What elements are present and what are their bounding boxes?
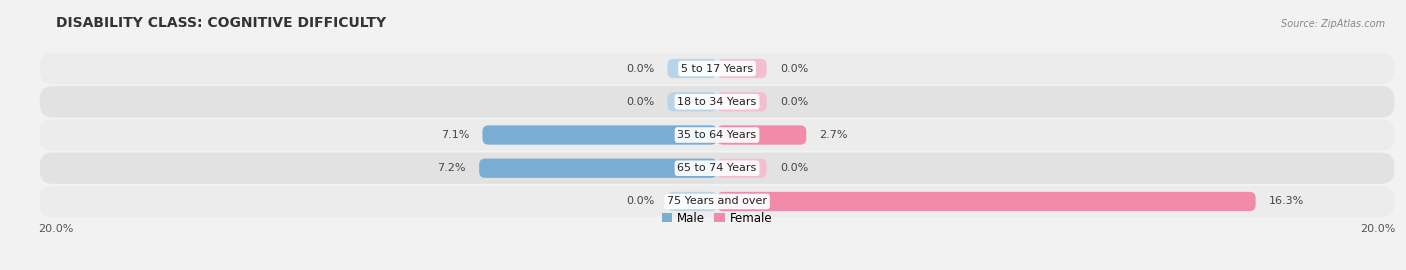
Text: 65 to 74 Years: 65 to 74 Years <box>678 163 756 173</box>
Text: 16.3%: 16.3% <box>1268 197 1305 207</box>
Text: Source: ZipAtlas.com: Source: ZipAtlas.com <box>1281 19 1385 29</box>
Text: 0.0%: 0.0% <box>626 97 654 107</box>
Text: DISABILITY CLASS: COGNITIVE DIFFICULTY: DISABILITY CLASS: COGNITIVE DIFFICULTY <box>56 16 387 30</box>
FancyBboxPatch shape <box>479 158 717 178</box>
FancyBboxPatch shape <box>717 59 766 78</box>
Text: 35 to 64 Years: 35 to 64 Years <box>678 130 756 140</box>
Text: 5 to 17 Years: 5 to 17 Years <box>681 63 754 73</box>
FancyBboxPatch shape <box>39 53 1395 84</box>
FancyBboxPatch shape <box>668 192 717 211</box>
Text: 7.2%: 7.2% <box>437 163 465 173</box>
Text: 2.7%: 2.7% <box>820 130 848 140</box>
Legend: Male, Female: Male, Female <box>657 207 778 229</box>
Text: 0.0%: 0.0% <box>780 63 808 73</box>
FancyBboxPatch shape <box>717 192 1256 211</box>
Text: 75 Years and over: 75 Years and over <box>666 197 768 207</box>
FancyBboxPatch shape <box>717 158 766 178</box>
Text: 7.1%: 7.1% <box>441 130 470 140</box>
FancyBboxPatch shape <box>668 92 717 112</box>
Text: 18 to 34 Years: 18 to 34 Years <box>678 97 756 107</box>
FancyBboxPatch shape <box>39 119 1395 151</box>
FancyBboxPatch shape <box>668 59 717 78</box>
FancyBboxPatch shape <box>717 92 766 112</box>
Text: 0.0%: 0.0% <box>780 163 808 173</box>
FancyBboxPatch shape <box>39 186 1395 217</box>
FancyBboxPatch shape <box>39 153 1395 184</box>
Text: 0.0%: 0.0% <box>780 97 808 107</box>
FancyBboxPatch shape <box>39 86 1395 117</box>
FancyBboxPatch shape <box>482 125 717 145</box>
FancyBboxPatch shape <box>717 125 806 145</box>
Text: 0.0%: 0.0% <box>626 197 654 207</box>
Text: 0.0%: 0.0% <box>626 63 654 73</box>
